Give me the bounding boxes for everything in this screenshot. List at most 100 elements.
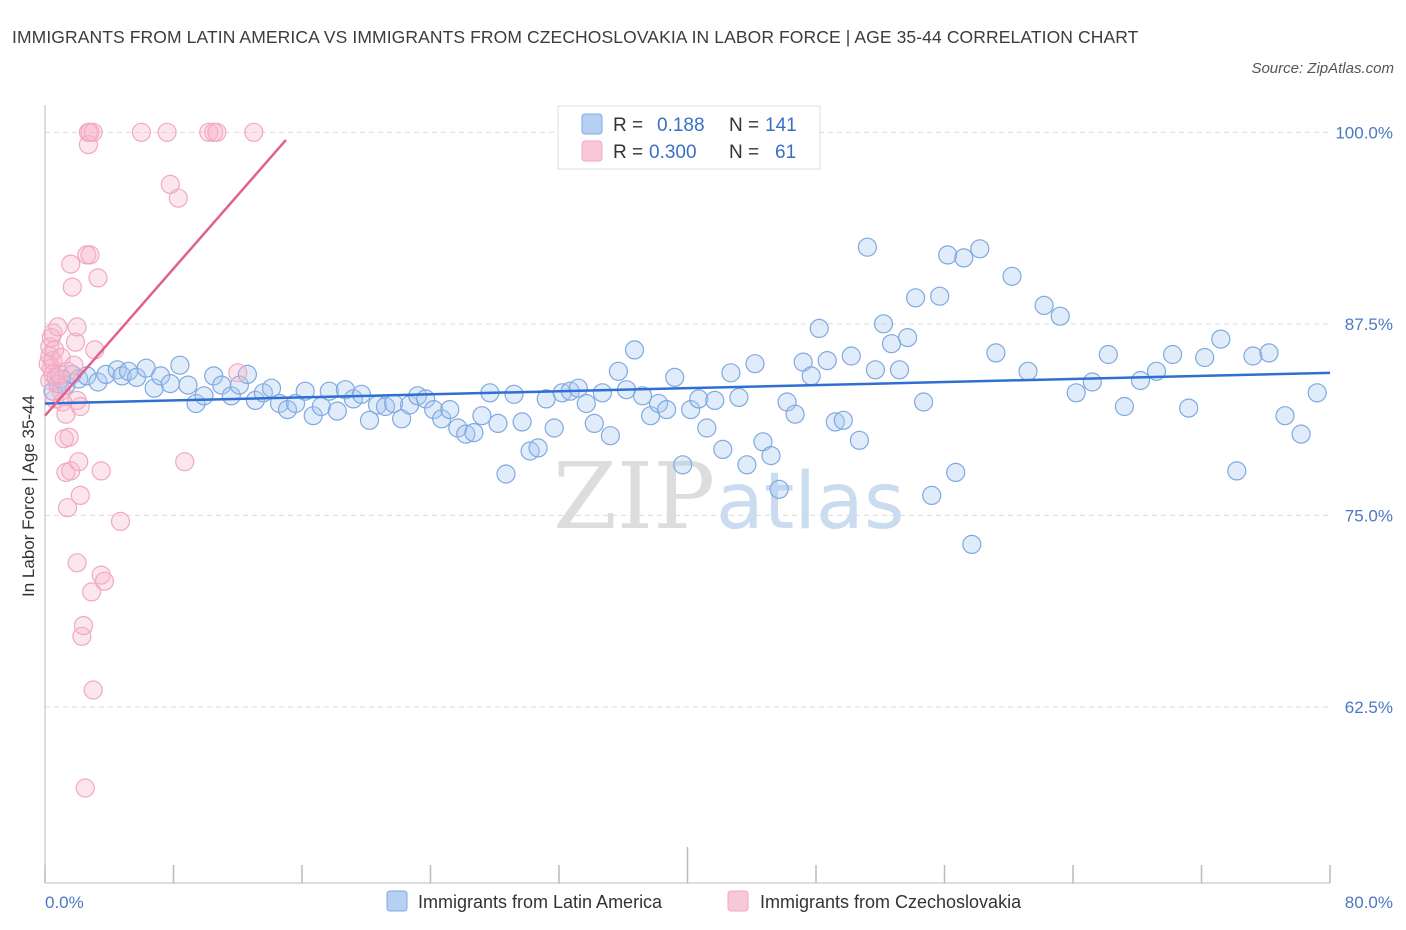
- point-latin-america: [512, 412, 532, 432]
- point-latin-america: [897, 328, 918, 348]
- point-czechoslovakia: [61, 254, 81, 274]
- point-latin-america: [697, 418, 717, 438]
- point-czechoslovakia: [175, 452, 195, 472]
- point-czechoslovakia: [75, 778, 95, 798]
- legend-n-label-1: N =: [729, 115, 759, 136]
- point-latin-america: [592, 383, 613, 403]
- point-latin-america: [1243, 346, 1263, 366]
- point-latin-america: [946, 462, 966, 482]
- point-latin-america: [922, 485, 942, 505]
- point-czechoslovakia: [94, 571, 115, 591]
- point-latin-america: [769, 479, 789, 499]
- point-czechoslovakia: [69, 452, 89, 472]
- point-latin-america: [938, 245, 958, 265]
- point-czechoslovakia: [62, 277, 82, 297]
- point-czechoslovakia: [80, 245, 100, 265]
- point-czechoslovakia: [59, 427, 79, 447]
- point-latin-america: [632, 386, 653, 406]
- point-latin-america: [801, 366, 821, 386]
- point-latin-america: [681, 400, 701, 420]
- point-latin-america: [584, 413, 604, 433]
- legend-swatch-blue: [581, 113, 603, 135]
- point-latin-america: [170, 355, 190, 375]
- y-tick-label: 62.5%: [1345, 698, 1393, 717]
- y-axis-label: In Labor Force | Age 35-44: [19, 395, 38, 597]
- point-latin-america: [151, 366, 171, 386]
- point-latin-america: [1050, 306, 1070, 326]
- point-latin-america: [1307, 383, 1327, 403]
- point-latin-america: [96, 364, 116, 384]
- y-tick-label: 75.0%: [1345, 506, 1393, 525]
- y-tick-label: 87.5%: [1345, 315, 1393, 334]
- point-latin-america: [905, 288, 926, 308]
- point-latin-america: [245, 390, 265, 410]
- point-czechoslovakia: [43, 364, 63, 384]
- point-czechoslovakia: [228, 363, 248, 383]
- point-latin-america: [865, 360, 886, 380]
- point-latin-america: [1002, 266, 1022, 286]
- point-czechoslovakia: [57, 498, 78, 518]
- point-latin-america: [1130, 370, 1151, 391]
- point-latin-america: [841, 346, 861, 366]
- point-latin-america: [359, 410, 380, 430]
- point-latin-america: [456, 424, 476, 444]
- point-latin-america: [721, 363, 741, 383]
- data-points: [38, 122, 1327, 798]
- watermark-atlas: atlas: [716, 457, 905, 547]
- point-latin-america: [229, 375, 249, 395]
- series-legend: Immigrants from Latin America Immigrants…: [386, 890, 1022, 912]
- series-legend-swatch-latin-america: [386, 890, 408, 912]
- trend-lines: [44, 139, 1331, 417]
- x-tick-labels: 0.0% 80.0%: [45, 893, 1393, 912]
- point-latin-america: [1066, 383, 1086, 403]
- point-latin-america: [1291, 424, 1311, 444]
- legend-r-value-1: 0.188: [657, 115, 705, 136]
- point-latin-america: [488, 413, 508, 433]
- trend-line-latin-america: [44, 371, 1331, 405]
- y-tick-labels: 100.0% 87.5% 75.0% 62.5%: [1335, 123, 1393, 717]
- point-latin-america: [472, 406, 492, 426]
- source-label: Source: ZipAtlas.com: [1251, 60, 1394, 77]
- point-latin-america: [568, 378, 588, 398]
- trend-line-czechoslovakia: [44, 139, 287, 417]
- legend-n-label-2: N =: [729, 142, 759, 163]
- point-latin-america: [576, 393, 596, 414]
- point-czechoslovakia: [110, 511, 131, 532]
- point-latin-america: [656, 400, 677, 420]
- point-latin-america: [817, 351, 837, 371]
- point-czechoslovakia: [44, 340, 65, 360]
- point-latin-america: [327, 401, 347, 421]
- watermark-zip: ZIP: [553, 443, 715, 550]
- point-latin-america: [737, 455, 757, 475]
- point-latin-america: [496, 464, 516, 484]
- axes: [44, 105, 1331, 884]
- point-czechoslovakia: [64, 355, 84, 375]
- point-latin-america: [873, 314, 894, 334]
- y-tick-label: 100.0%: [1335, 123, 1393, 142]
- point-latin-america: [528, 438, 548, 458]
- point-latin-america: [624, 340, 645, 360]
- point-latin-america: [194, 386, 214, 406]
- point-latin-america: [665, 367, 685, 387]
- point-latin-america: [1082, 372, 1102, 392]
- point-latin-america: [673, 455, 693, 475]
- point-latin-america: [1211, 329, 1231, 349]
- point-latin-america: [825, 412, 845, 432]
- point-latin-america: [88, 372, 108, 392]
- point-latin-america: [986, 343, 1006, 363]
- stats-legend-row-1: R = 0.188 N = 141: [581, 113, 797, 136]
- point-czechoslovakia: [67, 553, 87, 573]
- chart-title: IMMIGRANTS FROM LATIN AMERICA VS IMMIGRA…: [12, 27, 1139, 47]
- point-latin-america: [295, 381, 315, 401]
- point-latin-america: [237, 364, 257, 384]
- grid-lines: [45, 131, 1330, 708]
- point-latin-america: [1179, 398, 1199, 418]
- point-latin-america: [1259, 343, 1279, 363]
- point-latin-america: [351, 384, 371, 404]
- point-czechoslovakia: [199, 122, 219, 142]
- point-latin-america: [785, 404, 805, 424]
- point-czechoslovakia: [65, 332, 86, 352]
- legend-swatch-pink: [581, 140, 603, 162]
- point-latin-america: [930, 286, 950, 306]
